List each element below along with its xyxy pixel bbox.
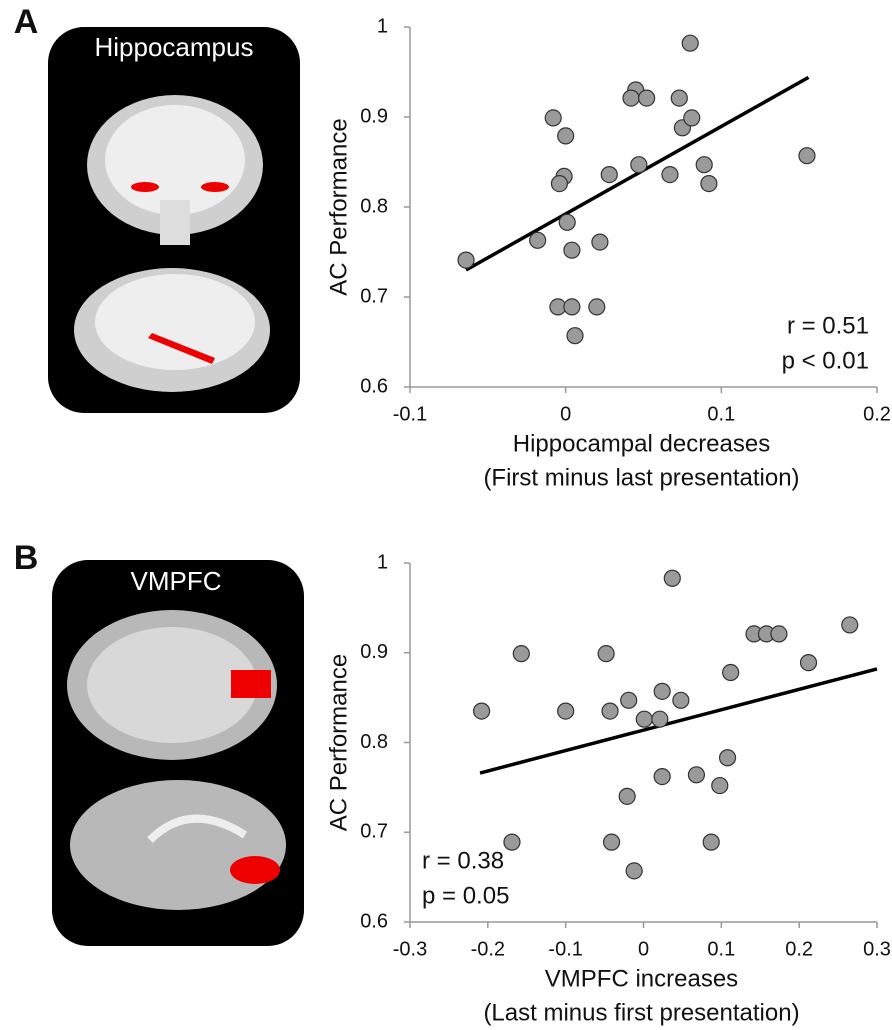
data-point (673, 692, 689, 708)
data-point (504, 834, 520, 850)
data-point (623, 90, 639, 106)
y-tick-label: 0.9 (360, 641, 388, 663)
annotation: r = 0.51 (787, 312, 869, 339)
x-axis-title: VMPFC increases (545, 965, 738, 992)
data-point (589, 299, 605, 315)
data-point (545, 110, 561, 126)
data-point (592, 234, 608, 250)
y-tick-label: 0.6 (360, 910, 388, 932)
x-tick-label: 0 (638, 938, 649, 960)
panel-label: B (14, 539, 39, 577)
data-point (551, 176, 567, 192)
data-point (639, 90, 655, 106)
x-tick-label: 0.2 (785, 938, 813, 960)
data-point (664, 570, 680, 586)
data-point (636, 711, 652, 727)
data-point (513, 646, 529, 662)
data-point (601, 167, 617, 183)
x-tick-label: -0.1 (548, 938, 582, 960)
data-point (723, 664, 739, 680)
annotation: r = 0.38 (422, 847, 504, 874)
data-point (458, 252, 474, 268)
data-point (799, 148, 815, 164)
data-point (558, 703, 574, 719)
y-tick-label: 0.8 (360, 195, 388, 217)
x-tick-label: 0 (560, 403, 571, 425)
data-point (530, 232, 546, 248)
y-tick-label: 0.8 (360, 731, 388, 753)
y-tick-label: 0.7 (360, 821, 388, 843)
y-tick-label: 0.7 (360, 285, 388, 307)
data-point (662, 167, 678, 183)
data-point (559, 214, 575, 230)
x-tick-label: 0.3 (863, 938, 891, 960)
data-point (682, 35, 698, 51)
x-tick-label: 0.1 (707, 938, 735, 960)
data-point (626, 863, 642, 879)
x-tick-label: 0.2 (863, 403, 891, 425)
x-tick-label: 0.1 (707, 403, 735, 425)
data-point (654, 769, 670, 785)
data-point (842, 617, 858, 633)
page: A Hippocampus B VMPFC 0.60.70.80.91-0.10… (0, 0, 892, 1030)
data-point (598, 646, 614, 662)
data-point (712, 778, 728, 794)
data-point (567, 328, 583, 344)
data-point (701, 176, 717, 192)
data-point (621, 692, 637, 708)
x-tick-label: -0.1 (393, 403, 427, 425)
x-axis-title: Hippocampal decreases (513, 430, 770, 457)
data-point (671, 90, 687, 106)
annotation: p = 0.05 (422, 882, 509, 909)
region-label: VMPFC (131, 566, 222, 596)
data-point (564, 299, 580, 315)
panel-label: A (14, 3, 39, 41)
data-point (771, 626, 787, 642)
y-axis-title: AC Performance (325, 654, 352, 831)
data-point (720, 750, 736, 766)
data-point (604, 834, 620, 850)
fit-line (466, 77, 808, 270)
data-point (631, 157, 647, 173)
data-point (696, 157, 712, 173)
brain-image-a (48, 27, 300, 413)
data-point (619, 788, 635, 804)
brain-image-b (52, 560, 304, 946)
x-axis-title: (First minus last presentation) (483, 464, 799, 491)
x-tick-label: -0.2 (471, 938, 505, 960)
data-point (688, 767, 704, 783)
data-point (602, 703, 618, 719)
data-point (703, 834, 719, 850)
x-axis-title: (Last minus first presentation) (483, 999, 799, 1026)
y-tick-label: 0.6 (360, 375, 388, 397)
data-point (684, 110, 700, 126)
data-point (558, 128, 574, 144)
y-tick-label: 0.9 (360, 105, 388, 127)
data-point (801, 655, 817, 671)
region-label: Hippocampus (95, 32, 254, 62)
x-tick-label: -0.3 (393, 938, 427, 960)
y-tick-label: 1 (377, 15, 388, 37)
data-point (564, 242, 580, 258)
fit-line (480, 669, 877, 773)
figure: A Hippocampus B VMPFC 0.60.70.80.91-0.10… (0, 0, 892, 1030)
data-point (652, 711, 668, 727)
data-point (654, 683, 670, 699)
annotation: p < 0.01 (782, 347, 869, 374)
data-point (474, 703, 490, 719)
y-axis-title: AC Performance (325, 118, 352, 295)
y-tick-label: 1 (377, 551, 388, 573)
